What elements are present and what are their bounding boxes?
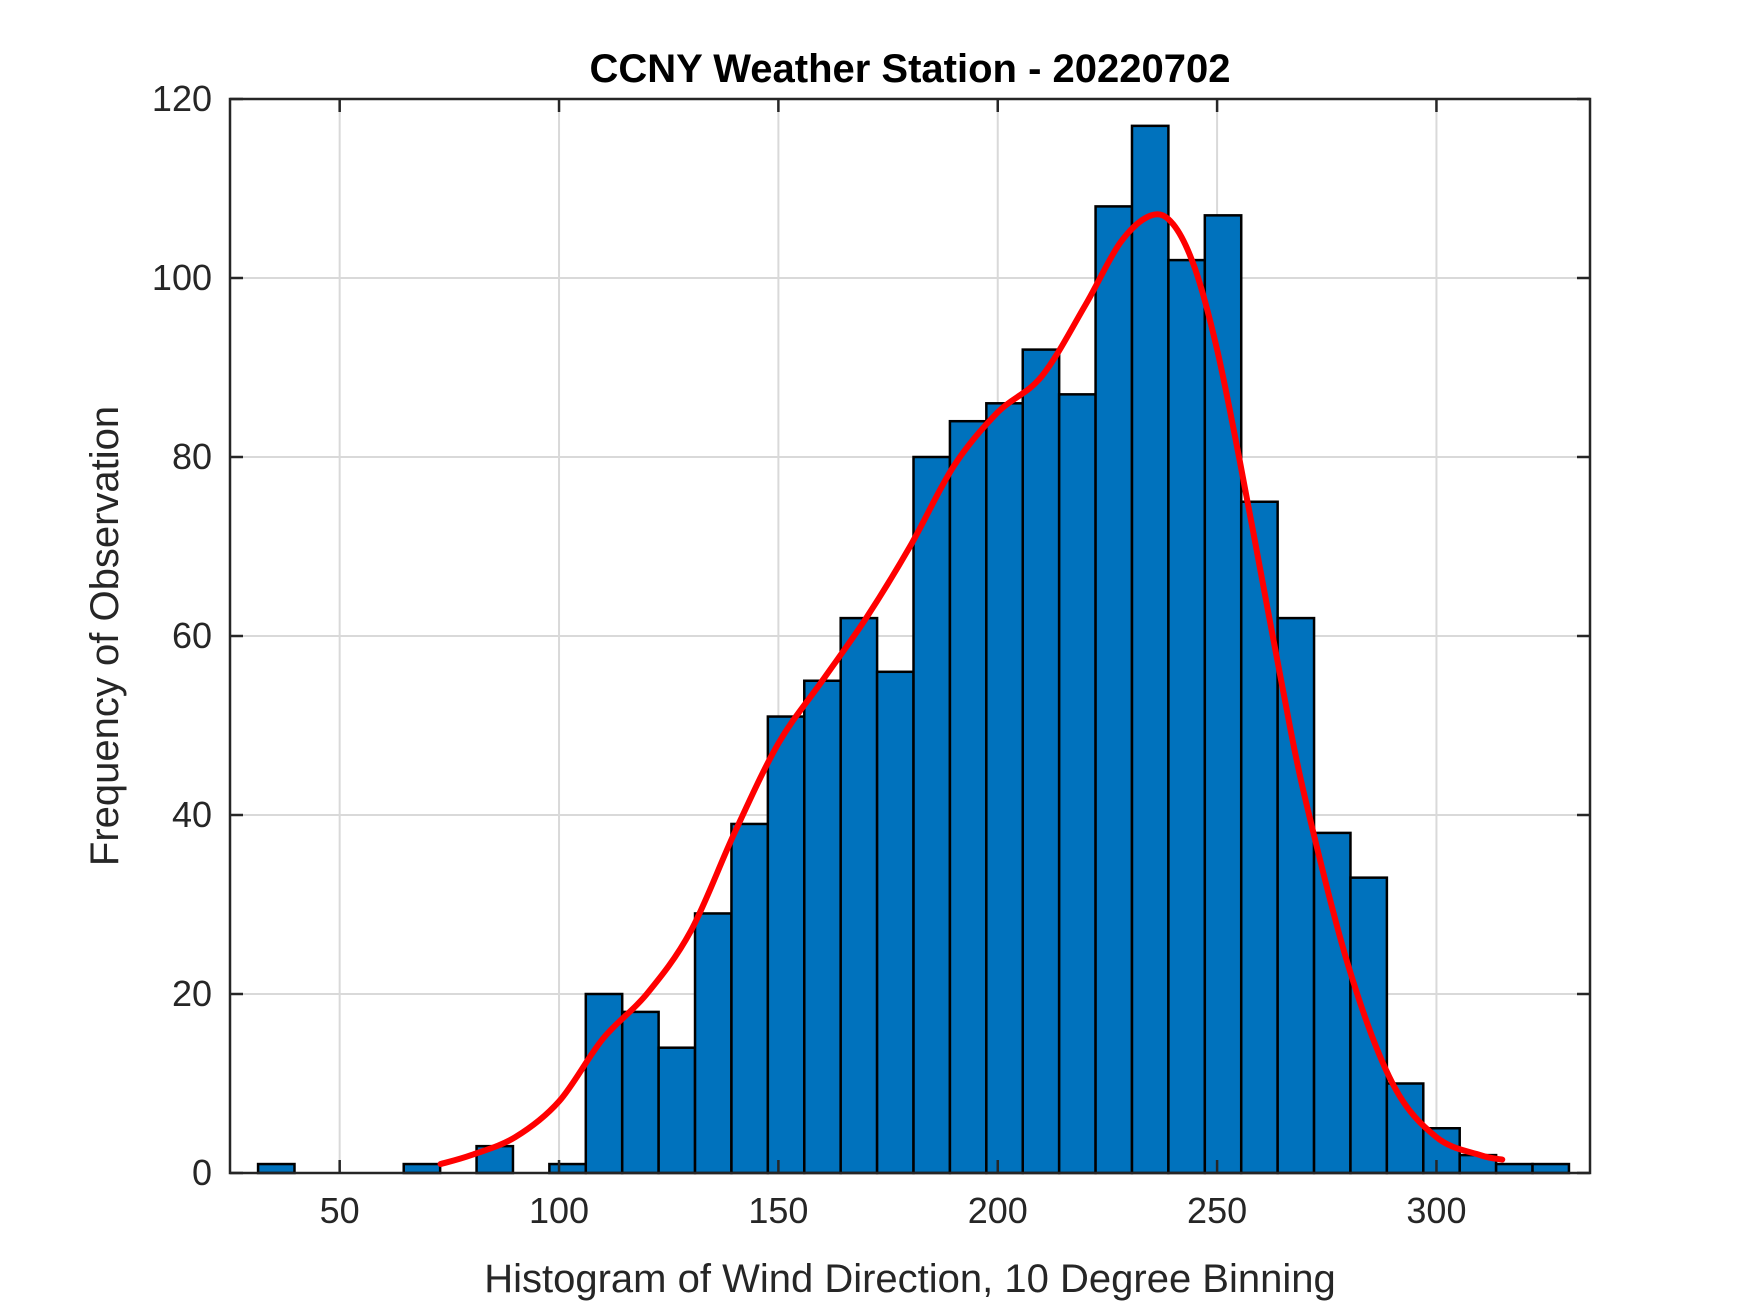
histogram-bar — [1021, 348, 1061, 1175]
histogram-bar — [657, 1046, 697, 1175]
histogram-bar — [912, 455, 952, 1175]
histogram-bar — [256, 1162, 296, 1175]
y-tick-label: 20 — [172, 973, 212, 1014]
x-tick-label: 300 — [1406, 1190, 1466, 1231]
histogram-bar — [875, 670, 915, 1175]
x-tick-label: 250 — [1187, 1190, 1247, 1231]
x-tick-label: 150 — [748, 1190, 808, 1231]
y-tick-label: 60 — [172, 615, 212, 656]
chart-title: CCNY Weather Station - 20220702 — [590, 47, 1231, 91]
histogram-bar — [548, 1162, 588, 1175]
histogram-bar — [402, 1162, 442, 1175]
histogram-bar — [1239, 500, 1279, 1175]
histogram-bar — [803, 679, 842, 1175]
histogram-bar — [766, 715, 806, 1175]
histogram-bar — [985, 402, 1024, 1175]
histogram-bar — [693, 912, 733, 1175]
histogram-bar — [1057, 393, 1097, 1175]
x-tick-label: 200 — [968, 1190, 1028, 1231]
y-tick-label: 0 — [192, 1152, 212, 1193]
density-curve — [437, 211, 1506, 1168]
histogram-bar — [1531, 1162, 1571, 1175]
density-curve-layer — [437, 211, 1506, 1168]
histogram-bar — [1494, 1162, 1534, 1175]
y-axis-label: Frequency of Observation — [83, 406, 127, 866]
y-tick-label: 80 — [172, 436, 212, 477]
histogram-bar — [1203, 214, 1243, 1175]
histogram-bar — [1422, 1127, 1461, 1175]
histogram-bar — [1276, 616, 1316, 1175]
histogram-bar — [839, 616, 879, 1175]
histogram-bar — [1130, 124, 1170, 1175]
x-tick-label: 50 — [320, 1190, 360, 1231]
y-tick-label: 40 — [172, 794, 212, 835]
y-tick-label: 120 — [152, 78, 212, 119]
histogram-bar — [1094, 205, 1134, 1175]
y-tick-label: 100 — [152, 257, 212, 298]
histogram-bar — [948, 419, 988, 1175]
histogram-bar — [730, 822, 770, 1175]
histogram-bar — [620, 1010, 660, 1175]
histogram-bar — [1167, 258, 1207, 1175]
histogram-bar — [1385, 1082, 1425, 1175]
x-tick-label: 100 — [529, 1190, 589, 1231]
histogram-bar — [1312, 831, 1352, 1175]
x-axis-label: Histogram of Wind Direction, 10 Degree B… — [484, 1257, 1336, 1301]
axis-ticks: 50 100 150 200 250 300 0 20 40 60 80 100 120 — [152, 78, 1590, 1231]
